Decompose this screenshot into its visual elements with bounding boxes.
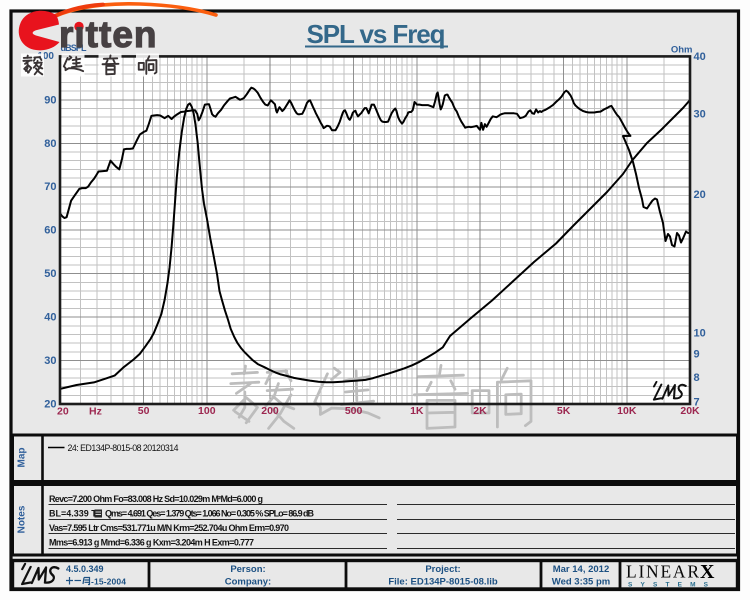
svg-text:Map: Map	[17, 448, 28, 468]
svg-text:Ohm: Ohm	[671, 45, 693, 56]
svg-text:60: 60	[44, 225, 56, 237]
svg-text:SYSTEMS: SYSTEMS	[628, 582, 714, 589]
svg-text:100: 100	[198, 405, 216, 417]
svg-text:Notes: Notes	[17, 505, 28, 533]
svg-text:10K: 10K	[617, 405, 637, 417]
svg-text:rıtten: rıtten	[59, 14, 158, 55]
svg-text:X: X	[700, 561, 715, 583]
svg-text:Company:: Company:	[225, 577, 271, 588]
svg-text:Project:: Project:	[425, 564, 460, 575]
svg-text:8: 8	[694, 372, 700, 384]
svg-text:80: 80	[44, 138, 56, 150]
svg-text:20: 20	[694, 189, 706, 201]
svg-text:SPL vs Freq: SPL vs Freq	[307, 19, 446, 49]
svg-text:20: 20	[57, 406, 69, 418]
svg-text:Wed 3:35 pm: Wed 3:35 pm	[552, 577, 610, 588]
svg-text:Mms=6.913 g Mmd=6.336 g Kxm=: Mms=6.913 g Mmd=6.336 g Kxm=3.204m H Exm…	[49, 538, 254, 548]
svg-text:10: 10	[694, 327, 706, 339]
svg-text:50: 50	[44, 268, 56, 280]
svg-text:Hz: Hz	[89, 406, 102, 418]
svg-text:4.5.0.349: 4.5.0.349	[66, 564, 104, 574]
svg-text:100: 100	[37, 51, 54, 62]
svg-text:-15-2004: -15-2004	[91, 577, 126, 587]
svg-text:40: 40	[44, 312, 56, 324]
svg-text:File: ED134P-8015-08.lib: File: ED134P-8015-08.lib	[388, 577, 497, 588]
svg-text:40: 40	[694, 51, 706, 63]
svg-text:dBSPL: dBSPL	[61, 43, 88, 53]
svg-text:7: 7	[694, 397, 700, 409]
svg-text:Revc=7.200 Ohm Fo=83.008 Hz: Revc=7.200 Ohm Fo=83.008 Hz Sd=10.029m M…	[49, 494, 263, 504]
svg-text:500: 500	[345, 405, 363, 417]
svg-text:Qms= 4.691 Qes= 1.379 Qts= 1: Qms= 4.691 Qes= 1.379 Qts= 1.066 No= 0.3…	[105, 509, 314, 519]
svg-text:70: 70	[44, 181, 56, 193]
svg-text:1K: 1K	[410, 405, 424, 417]
svg-text:20: 20	[44, 399, 56, 411]
svg-text:30: 30	[44, 355, 56, 367]
svg-text:BL=4.339 T: BL=4.339 T	[49, 509, 97, 519]
svg-text:Mar 14, 2012: Mar 14, 2012	[553, 564, 610, 575]
svg-text:50: 50	[138, 405, 150, 417]
svg-text:20K: 20K	[680, 405, 700, 417]
svg-text:5K: 5K	[557, 405, 571, 417]
svg-text:200: 200	[261, 405, 279, 417]
svg-text:90: 90	[44, 94, 56, 106]
svg-text:Person:: Person:	[230, 564, 265, 575]
svg-text:24: ED134P-8015-08 20120314: 24: ED134P-8015-08 20120314	[68, 443, 179, 453]
svg-text:9: 9	[694, 348, 700, 360]
svg-text:Vas=7.595 Ltr Cms=531.771u M/: Vas=7.595 Ltr Cms=531.771u M/N Krm=252.7…	[49, 523, 289, 533]
svg-text:2K: 2K	[473, 405, 487, 417]
svg-text:30: 30	[694, 108, 706, 120]
